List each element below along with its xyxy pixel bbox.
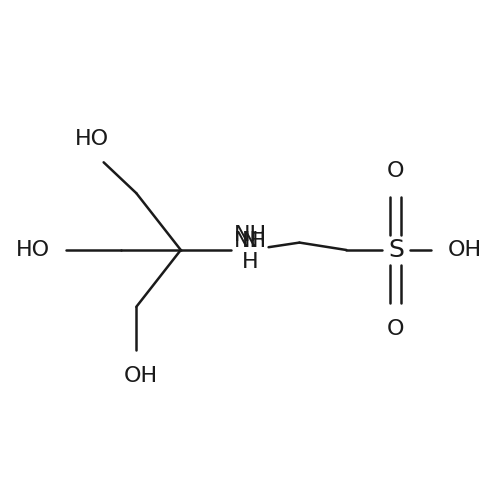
Text: OH: OH xyxy=(124,366,158,386)
Text: S: S xyxy=(388,238,404,262)
Text: O: O xyxy=(387,161,404,181)
Text: NH: NH xyxy=(234,225,266,245)
Text: HO: HO xyxy=(74,128,109,148)
Text: NH: NH xyxy=(234,231,266,251)
Text: OH: OH xyxy=(448,240,482,260)
Text: O: O xyxy=(387,319,404,339)
Text: H: H xyxy=(242,252,258,272)
Text: HO: HO xyxy=(16,240,50,260)
Text: N: N xyxy=(242,231,258,251)
